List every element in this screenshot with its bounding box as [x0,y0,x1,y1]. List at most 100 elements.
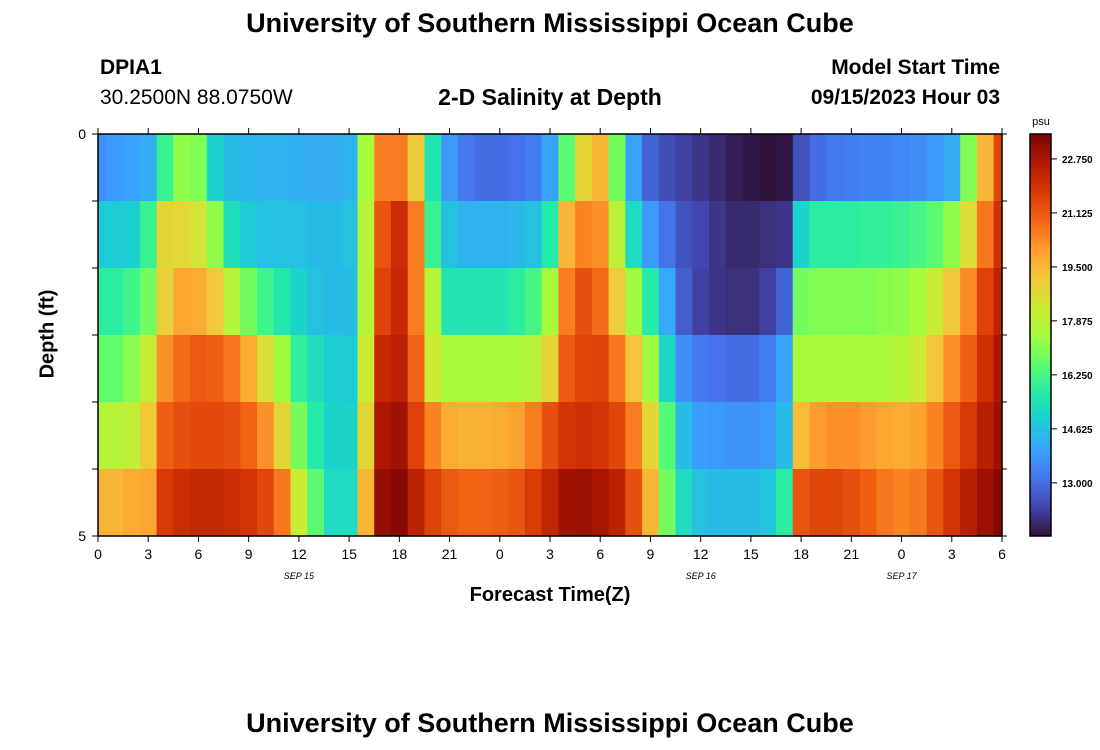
heat-cell [642,268,660,336]
date-label: SEP 17 [886,571,917,581]
heat-cell [357,469,375,537]
heat-cell [491,469,509,537]
heat-cell [390,402,409,470]
heat-cell [541,268,559,336]
colorbar-label: 19.500 [1062,263,1093,274]
heat-cell [575,335,593,403]
heat-cell [859,402,878,470]
heat-cell [508,134,526,202]
heat-cell [424,134,442,202]
x-tick-label: 3 [546,546,554,562]
colorbar-scale [1029,133,1052,537]
heat-cell [240,402,258,470]
heat-cell [324,268,342,336]
x-tick-label: 9 [647,546,655,562]
heat-cell [424,402,442,470]
heat-cell [742,201,760,269]
heat-cell [123,469,141,537]
x-tick-label: 18 [392,546,408,562]
heat-cell [692,201,710,269]
heat-cell [876,201,894,269]
heat-cell [240,335,258,403]
heat-cell [742,134,760,202]
heat-cell [926,335,945,403]
heat-cell [842,201,861,269]
heat-cell [608,268,626,336]
heat-cell [642,201,660,269]
heat-cell [441,469,459,537]
heat-cell [156,335,174,403]
heat-cell [575,402,593,470]
colorbar-label: 17.875 [1062,317,1093,328]
heat-cell [106,402,124,470]
heat-cell [692,469,710,537]
heat-cell [675,402,693,470]
heat-cell [98,335,107,403]
heat-cell [257,469,275,537]
heat-cell [98,469,107,537]
heat-cell [809,201,827,269]
heat-cell [156,402,174,470]
heat-cell [776,469,794,537]
heat-cell [390,335,409,403]
heat-cell [642,469,660,537]
heat-cell [173,402,191,470]
heat-cell [206,335,225,403]
heat-cell [457,268,476,336]
heat-cell [123,201,141,269]
heat-cell [273,335,292,403]
heat-cell [859,335,878,403]
heat-cell [123,402,141,470]
x-tick-label: 18 [793,546,809,562]
heat-cell [943,201,961,269]
heat-cell [374,469,392,537]
heat-cell [859,134,878,202]
heat-cell [976,335,995,403]
heat-cell [625,268,643,336]
heat-cell [474,469,493,537]
heat-cell [340,134,359,202]
x-tick-label: 12 [693,546,709,562]
heat-cell [809,402,827,470]
heat-cell [608,469,626,537]
heat-cell [993,402,1003,470]
heat-cell [960,268,978,336]
colorbar: psu 22.750 21.125 19.500 17.875 16.250 14.625… [1029,116,1093,537]
heat-cell [709,402,727,470]
heat-cell [139,469,158,537]
heat-cell [508,469,526,537]
heat-cell [658,335,677,403]
heat-cell [324,335,342,403]
heat-cell [223,201,241,269]
heat-cell [407,201,426,269]
heat-cell [307,335,325,403]
x-tick-label: 21 [844,546,860,562]
heat-cell [357,201,375,269]
heat-cell [960,134,978,202]
heat-cell [273,402,292,470]
heat-cell [859,268,878,336]
heat-cell [424,268,442,336]
heat-cell [809,335,827,403]
heat-cell [474,134,493,202]
heat-cell [324,469,342,537]
heat-cell [976,469,995,537]
model-start-value: 09/15/2023 Hour 03 [810,86,1000,109]
heat-cell [541,335,559,403]
heat-cell [960,335,978,403]
heat-cell [909,335,928,403]
date-label: SEP 16 [686,571,716,581]
heat-cell [776,402,794,470]
heat-cell [524,201,543,269]
heat-cell [441,134,459,202]
heat-cell [357,335,375,403]
heat-cell [893,134,911,202]
heat-cell [407,134,426,202]
heat-cell [106,134,124,202]
colorbar-label: 22.750 [1062,155,1093,166]
heat-cell [943,402,961,470]
heat-cell [340,335,359,403]
heat-cell [993,134,1003,202]
heat-cell [725,134,744,202]
x-tick-label: 0 [94,546,102,562]
